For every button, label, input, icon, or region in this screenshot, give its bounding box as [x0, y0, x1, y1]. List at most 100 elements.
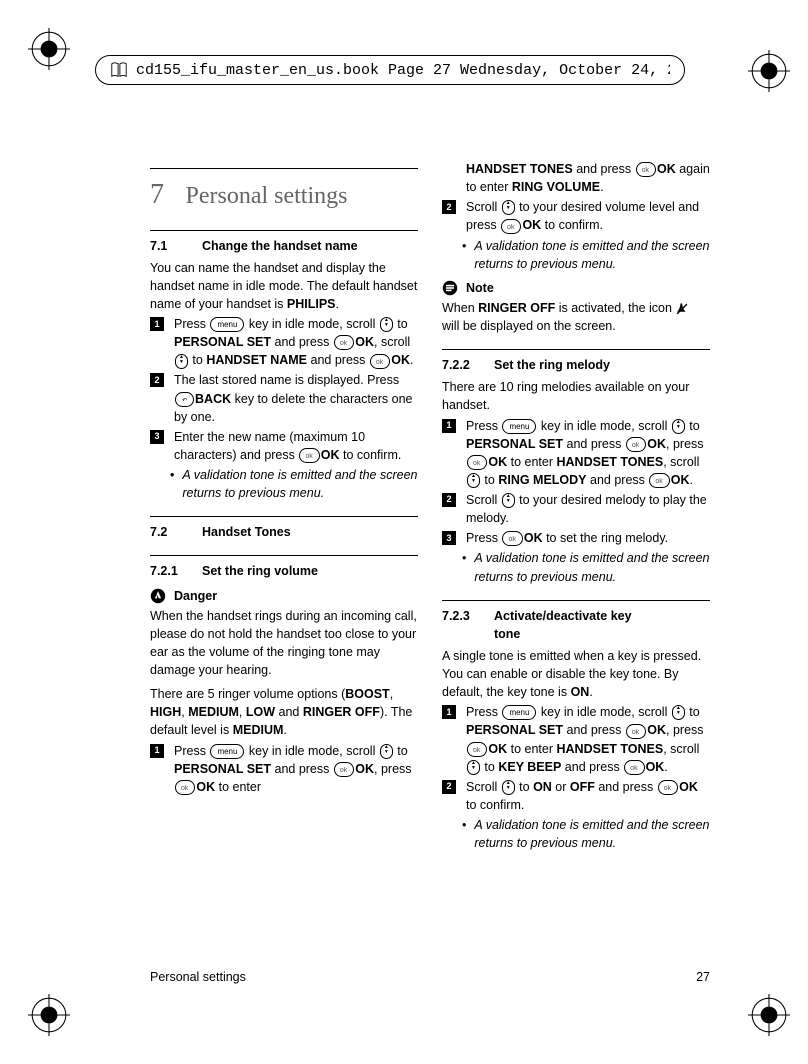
page-number: 27 [696, 970, 710, 984]
scroll-key-icon: ▲▼ [380, 317, 393, 332]
danger-icon [150, 588, 166, 604]
section-heading: 7.1 Change the handset name [150, 237, 418, 255]
subsection-number: 7.2.2 [442, 356, 476, 374]
danger-callout: Danger [150, 587, 418, 605]
ok-key-icon [649, 473, 669, 488]
section-title: Handset Tones [202, 523, 291, 541]
ok-key-icon [467, 455, 487, 470]
ok-key-icon [626, 437, 646, 452]
subsection-title: tone [494, 625, 632, 643]
note-icon [442, 280, 458, 296]
step-2: 2 Scroll ▲▼ to your desired melody to pl… [442, 491, 710, 527]
menu-key-icon: menu [210, 744, 244, 759]
scroll-key-icon: ▲▼ [502, 493, 515, 508]
scroll-key-icon: ▲▼ [502, 780, 515, 795]
section-intro: There are 10 ring melodies available on … [442, 378, 710, 414]
step-number-icon: 2 [150, 373, 164, 387]
step-1: 1 Press menu key in idle mode, scroll ▲▼… [150, 742, 418, 796]
scroll-key-icon: ▲▼ [502, 200, 515, 215]
step-number-icon: 1 [442, 419, 456, 433]
ok-key-icon [636, 162, 656, 177]
danger-text: When the handset rings during an incomin… [150, 607, 418, 680]
scroll-key-icon: ▲▼ [467, 760, 480, 775]
note-label: Note [466, 279, 494, 297]
step-number-icon: 2 [442, 780, 456, 794]
ok-key-icon [624, 760, 644, 775]
options-text: There are 5 ringer volume options (BOOST… [150, 685, 418, 739]
step-1: 1 Press menu key in idle mode, scroll ▲▼… [442, 703, 710, 776]
step-number-icon: 1 [442, 705, 456, 719]
registration-mark-icon [748, 50, 790, 92]
step-number-icon: 3 [150, 430, 164, 444]
ok-key-icon [501, 219, 521, 234]
chapter-number: 7 [150, 175, 164, 216]
subsection-number: 7.2.3 [442, 607, 476, 643]
step-3: 3 Press OK to set the ring melody. [442, 529, 710, 547]
step-2: 2 The last stored name is displayed. Pre… [150, 371, 418, 425]
ok-key-icon [334, 335, 354, 350]
ok-key-icon [334, 762, 354, 777]
subsection-number: 7.2.1 [150, 562, 184, 580]
menu-key-icon: menu [502, 419, 536, 434]
scroll-key-icon: ▲▼ [380, 744, 393, 759]
ok-key-icon [467, 742, 487, 757]
step-number-icon: 1 [150, 744, 164, 758]
ok-key-icon [626, 724, 646, 739]
page-footer: Personal settings 27 [150, 970, 710, 984]
step-3: 3 Enter the new name (maximum 10 charact… [150, 428, 418, 464]
note-text: When RINGER OFF is activated, the icon w… [442, 299, 710, 335]
ok-key-icon [658, 780, 678, 795]
footer-label: Personal settings [150, 970, 246, 984]
scroll-key-icon: ▲▼ [467, 473, 480, 488]
ok-key-icon [299, 448, 319, 463]
scroll-key-icon: ▲▼ [672, 705, 685, 720]
scroll-key-icon: ▲▼ [672, 419, 685, 434]
ringer-off-icon [675, 302, 689, 316]
step-2: 2 Scroll ▲▼ to ON or OFF and press OK to… [442, 778, 710, 814]
validation-note: A validation tone is emitted and the scr… [462, 816, 710, 852]
ok-key-icon [502, 531, 522, 546]
left-column: 7 Personal settings 7.1 Change the hands… [150, 160, 418, 854]
chapter-title: Personal settings [185, 183, 347, 209]
subsection-title: Activate/deactivate key [494, 607, 632, 625]
registration-mark-icon [28, 28, 70, 70]
menu-key-icon: menu [502, 705, 536, 720]
book-icon [110, 61, 128, 79]
subsection-heading: 7.2.1 Set the ring volume [150, 562, 418, 580]
registration-mark-icon [28, 994, 70, 1036]
subsection-title: Set the ring melody [494, 356, 610, 374]
section-number: 7.1 [150, 237, 184, 255]
section-heading: 7.2 Handset Tones [150, 523, 418, 541]
right-column: HANDSET TONES and press OK again to ente… [442, 160, 710, 854]
section-intro: You can name the handset and display the… [150, 259, 418, 313]
step-continuation: HANDSET TONES and press OK again to ente… [466, 160, 710, 196]
step-number-icon: 2 [442, 200, 456, 214]
validation-note: A validation tone is emitted and the scr… [462, 549, 710, 585]
step-number-icon: 3 [442, 531, 456, 545]
note-callout: Note [442, 279, 710, 297]
scroll-key-icon: ▲▼ [175, 354, 188, 369]
step-1: 1 Press menu key in idle mode, scroll ▲▼… [150, 315, 418, 369]
subsection-title: Set the ring volume [202, 562, 318, 580]
step-1: 1 Press menu key in idle mode, scroll ▲▼… [442, 417, 710, 490]
validation-note: A validation tone is emitted and the scr… [462, 237, 710, 273]
step-number-icon: 2 [442, 493, 456, 507]
subsection-heading: 7.2.3 Activate/deactivate key tone [442, 607, 710, 643]
section-title: Change the handset name [202, 237, 358, 255]
subsection-heading: 7.2.2 Set the ring melody [442, 356, 710, 374]
chapter-heading: 7 Personal settings [150, 175, 418, 216]
header-text: cd155_ifu_master_en_us.book Page 27 Wedn… [136, 62, 670, 79]
page-content: 7 Personal settings 7.1 Change the hands… [150, 160, 710, 854]
danger-label: Danger [174, 587, 217, 605]
section-intro: A single tone is emitted when a key is p… [442, 647, 710, 701]
menu-key-icon: menu [210, 317, 244, 332]
header-badge: cd155_ifu_master_en_us.book Page 27 Wedn… [95, 55, 685, 85]
ok-key-icon [370, 354, 390, 369]
section-number: 7.2 [150, 523, 184, 541]
back-key-icon: ↶ [175, 392, 194, 407]
ok-key-icon [175, 780, 195, 795]
validation-note: A validation tone is emitted and the scr… [170, 466, 418, 502]
step-number-icon: 1 [150, 317, 164, 331]
step-2: 2 Scroll ▲▼ to your desired volume level… [442, 198, 710, 234]
registration-mark-icon [748, 994, 790, 1036]
